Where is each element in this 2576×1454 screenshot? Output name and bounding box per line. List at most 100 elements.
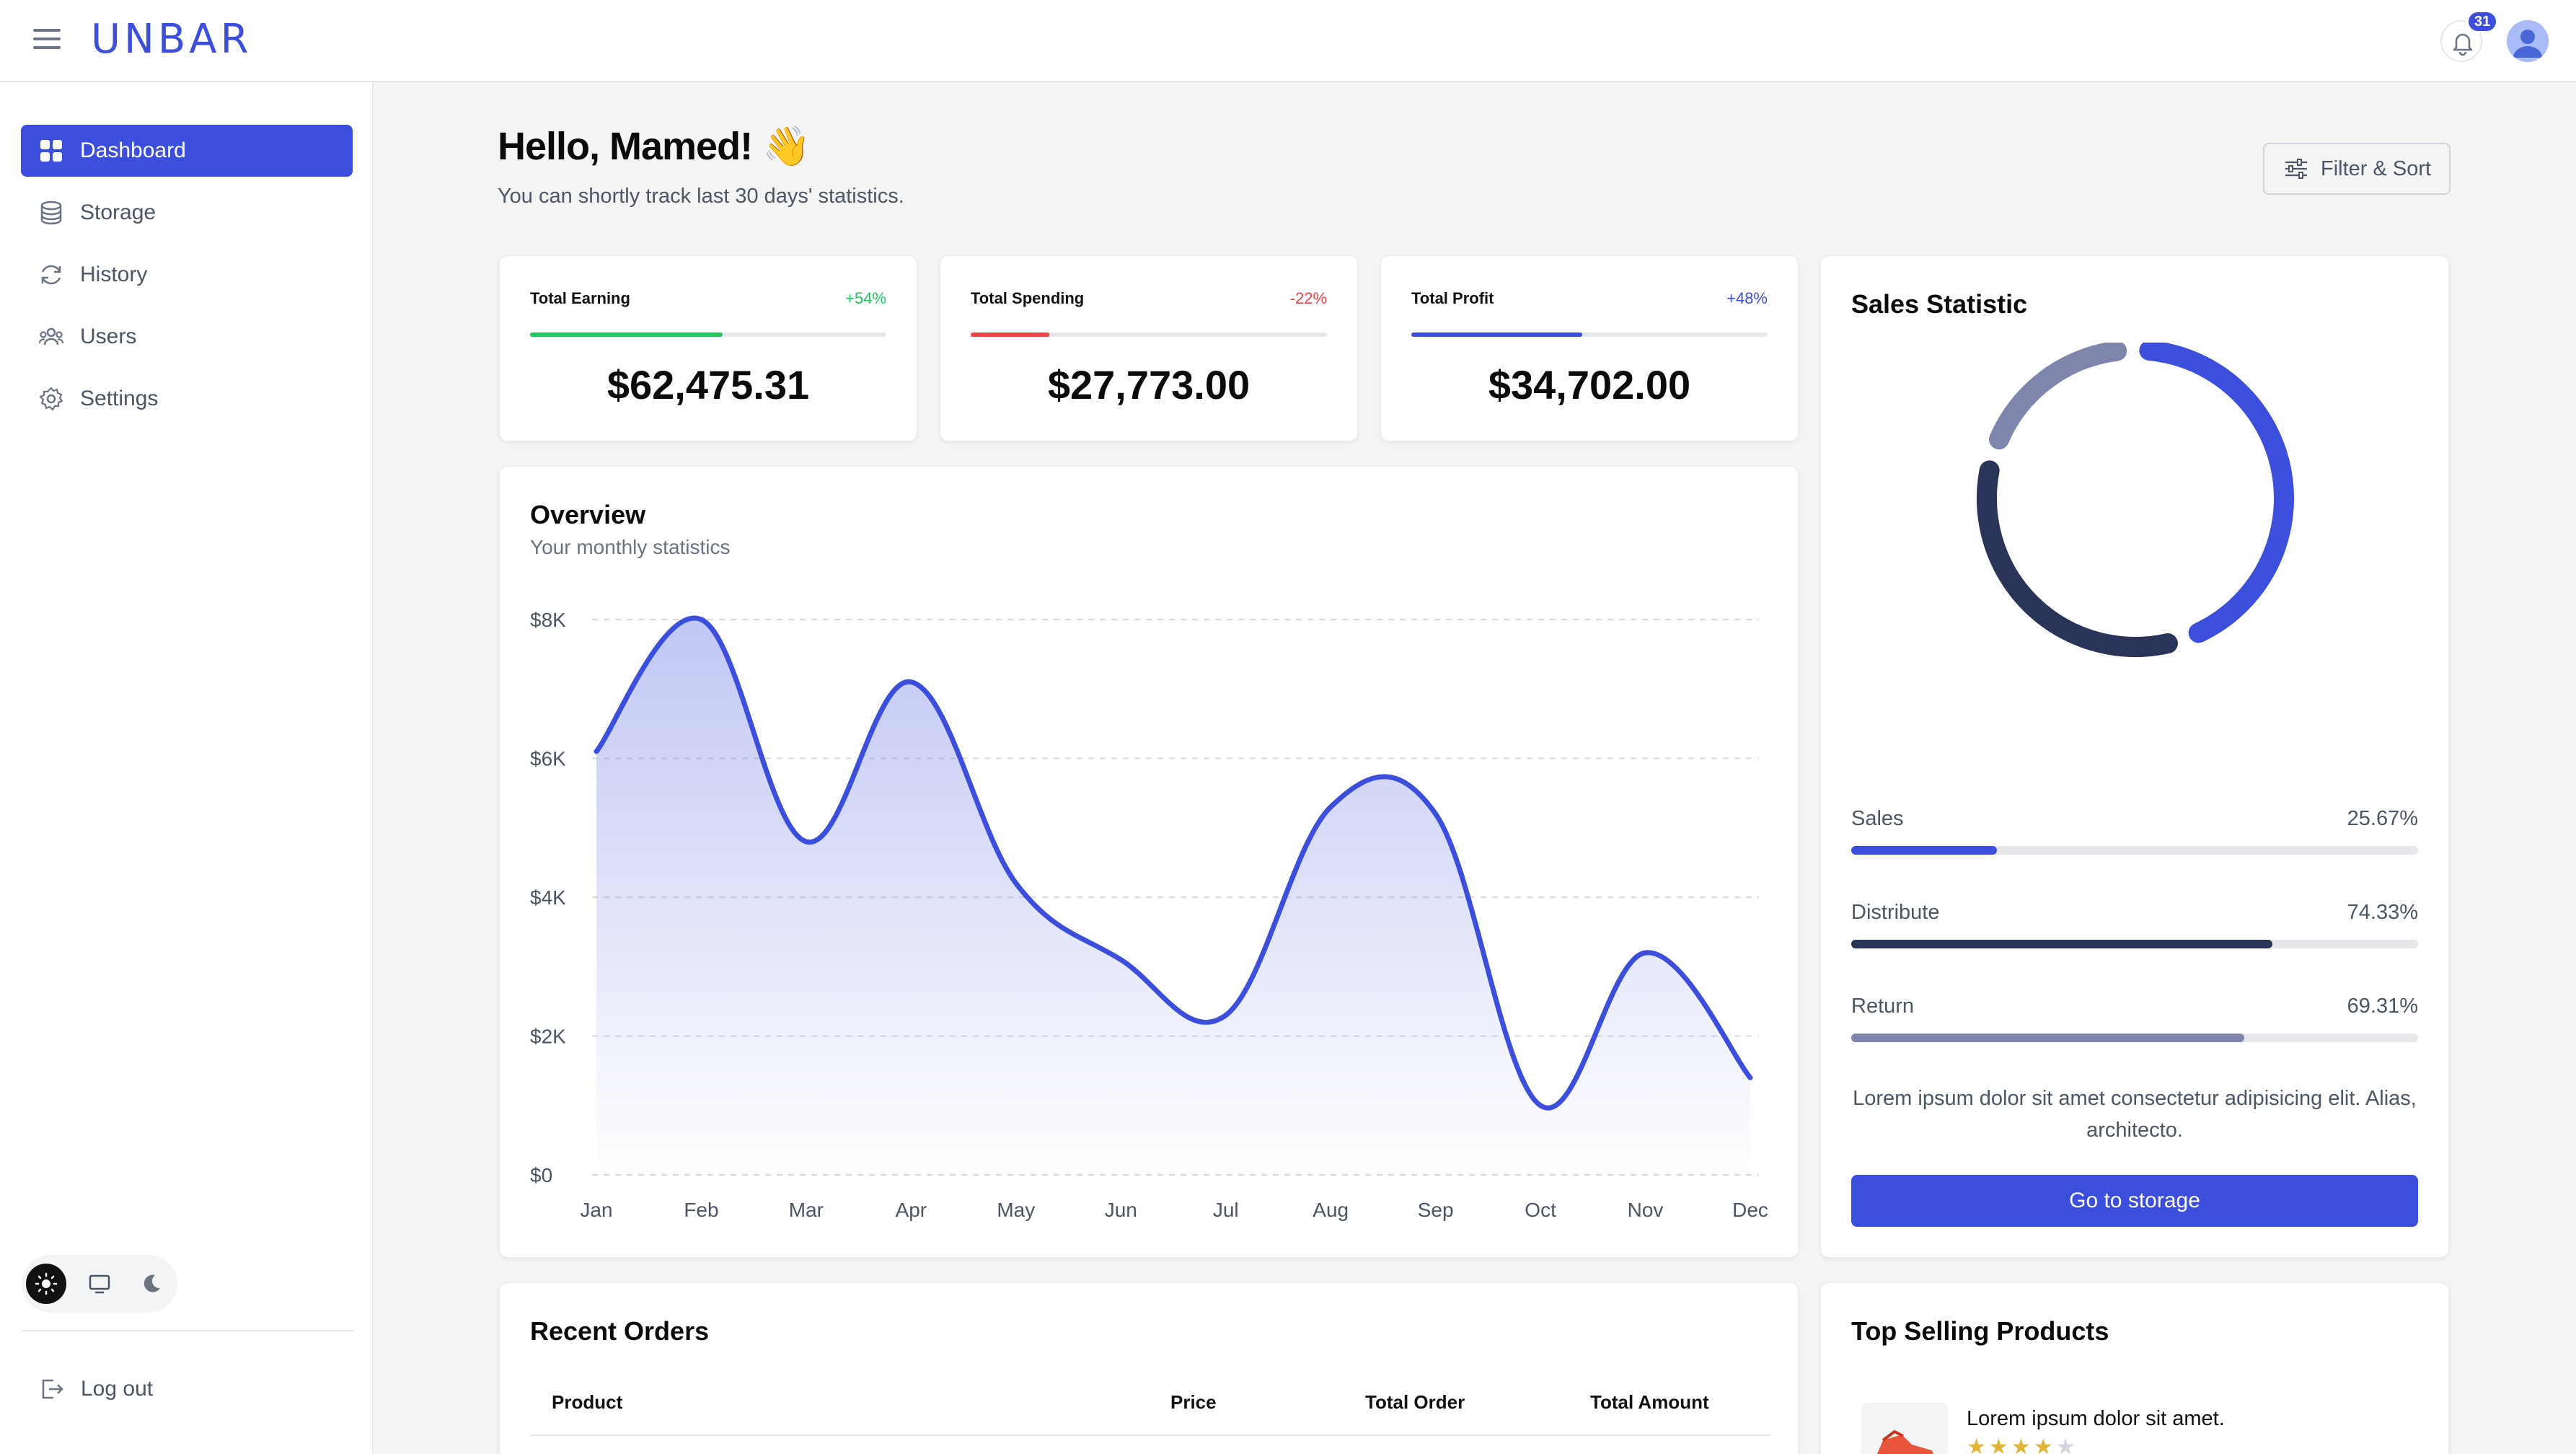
sidebar-item-users[interactable]: Users xyxy=(21,311,353,363)
legend-label: Sales xyxy=(1851,807,1904,830)
light-theme-button[interactable] xyxy=(26,1264,66,1304)
legend-value: 69.31% xyxy=(2347,995,2418,1018)
legend-progress-track xyxy=(1851,940,2418,948)
stat-card-spending: Total Spending -22% $27,773.00 xyxy=(940,255,1358,441)
star-icon: ★ xyxy=(2011,1435,2034,1454)
legend-progress-fill xyxy=(1851,846,1997,855)
star-icon: ★ xyxy=(1988,1435,2011,1454)
dark-theme-button[interactable] xyxy=(131,1264,172,1304)
donut-segment-0[interactable] xyxy=(2139,343,2294,643)
x-tick-label: Jul xyxy=(1213,1199,1239,1221)
sidebar-item-label: Users xyxy=(80,325,137,348)
go-to-storage-button[interactable]: Go to storage xyxy=(1851,1175,2418,1227)
legend-progress-track xyxy=(1851,1034,2418,1042)
stat-change: +48% xyxy=(1726,289,1768,307)
logout-button[interactable]: Log out xyxy=(38,1363,153,1415)
notifications-button[interactable]: 31 xyxy=(2440,10,2499,62)
filter-sort-button[interactable]: Filter & Sort xyxy=(2263,143,2451,195)
avatar[interactable] xyxy=(2507,20,2549,62)
monitor-icon xyxy=(89,1274,110,1294)
sales-statistic-title: Sales Statistic xyxy=(1851,289,2028,319)
column-header-product[interactable]: Product xyxy=(552,1391,623,1413)
donut-segment-1[interactable] xyxy=(1977,460,2178,657)
overview-subtitle: Your monthly statistics xyxy=(530,536,731,558)
x-tick-label: Oct xyxy=(1525,1199,1556,1221)
stat-card-earning: Total Earning +54% $62,475.31 xyxy=(499,255,917,441)
y-tick-label: $4K xyxy=(530,886,566,909)
star-empty-icon: ★ xyxy=(2055,1435,2078,1454)
database-icon xyxy=(40,201,62,225)
legend-progress-track xyxy=(1851,846,2418,855)
sales-description: Lorem ipsum dolor sit amet consectetur a… xyxy=(1853,1087,2417,1142)
x-tick-label: Jan xyxy=(580,1199,612,1221)
stat-title: Total Earning xyxy=(530,289,630,307)
product-thumbnail[interactable] xyxy=(1861,1403,1948,1454)
column-header-total-amount[interactable]: Total Amount xyxy=(1590,1391,1709,1413)
stat-progress-fill xyxy=(1411,332,1583,337)
sidebar-item-settings[interactable]: Settings xyxy=(21,373,353,425)
refresh-icon xyxy=(41,265,61,285)
sliders-icon xyxy=(2285,159,2307,179)
stat-progress-track xyxy=(971,332,1327,337)
legend-value: 74.33% xyxy=(2347,901,2418,924)
stat-value: $34,702.00 xyxy=(1488,362,1691,407)
sidebar-divider xyxy=(22,1330,353,1331)
x-tick-label: Jun xyxy=(1105,1199,1137,1221)
x-tick-label: Feb xyxy=(684,1199,718,1221)
x-tick-label: May xyxy=(997,1199,1035,1221)
moon-icon xyxy=(144,1274,160,1292)
filter-sort-label: Filter & Sort xyxy=(2321,157,2432,180)
app-logo[interactable]: UNBAR xyxy=(91,16,252,63)
user-avatar-icon xyxy=(2507,20,2549,62)
x-tick-label: Dec xyxy=(1732,1199,1768,1221)
theme-switcher xyxy=(22,1255,177,1313)
system-theme-button[interactable] xyxy=(79,1264,120,1304)
donut-segment-2[interactable] xyxy=(1988,343,2127,450)
legend-progress-fill xyxy=(1851,1034,2244,1042)
legend-label: Distribute xyxy=(1851,901,1940,924)
logout-label: Log out xyxy=(81,1377,154,1401)
x-tick-label: Aug xyxy=(1313,1199,1349,1221)
logout-icon xyxy=(42,1379,63,1399)
product-rating: ★★★★★ xyxy=(1967,1435,2078,1454)
stat-card-profit: Total Profit +48% $34,702.00 xyxy=(1380,255,1799,441)
legend-progress-fill xyxy=(1851,940,2273,948)
overview-title: Overview xyxy=(530,500,646,529)
y-tick-label: $8K xyxy=(530,609,566,631)
stat-progress-track xyxy=(1411,332,1768,337)
y-tick-label: $6K xyxy=(530,748,566,770)
notification-count-badge: 31 xyxy=(2466,10,2499,33)
y-tick-label: $2K xyxy=(530,1026,566,1048)
sidebar-item-label: Dashboard xyxy=(80,138,186,162)
hamburger-menu-icon[interactable] xyxy=(33,29,61,53)
x-tick-label: Mar xyxy=(789,1199,824,1221)
sales-donut-chart xyxy=(1977,343,2294,657)
sun-icon xyxy=(35,1272,58,1295)
page-title: Hello, Mamed! 👋 xyxy=(498,125,811,168)
bell-icon xyxy=(2453,33,2473,56)
column-header-price[interactable]: Price xyxy=(1170,1391,1217,1413)
stat-value: $27,773.00 xyxy=(1047,362,1250,407)
overview-chart: $0 $2K $4K $6K $8K Jan Feb Mar Apr May Jun Jul Aug S… xyxy=(530,609,1768,1221)
sidebar-item-label: Storage xyxy=(80,201,156,224)
series-line xyxy=(594,615,1753,1111)
stat-change: +54% xyxy=(845,289,886,307)
sidebar-item-history[interactable]: History xyxy=(21,249,353,301)
page-subtitle: You can shortly track last 30 days' stat… xyxy=(498,185,904,208)
product-name[interactable]: Lorem ipsum dolor sit amet. xyxy=(1967,1407,2225,1430)
sidebar-item-dashboard[interactable]: Dashboard xyxy=(21,125,353,177)
stat-title: Total Profit xyxy=(1411,289,1494,307)
x-tick-label: Apr xyxy=(896,1199,927,1221)
star-icon: ★ xyxy=(1967,1435,1989,1454)
top-selling-title: Top Selling Products xyxy=(1851,1316,2109,1346)
y-tick-label: $0 xyxy=(530,1164,552,1186)
top-bar: UNBAR 31 xyxy=(0,0,2576,82)
column-header-total-order[interactable]: Total Order xyxy=(1365,1391,1465,1413)
legend-value: 25.67% xyxy=(2347,807,2418,830)
x-tick-label: Nov xyxy=(1628,1199,1664,1221)
grid-icon xyxy=(40,140,62,162)
stat-progress-track xyxy=(530,332,886,337)
sidebar-item-storage[interactable]: Storage xyxy=(21,187,353,239)
sidebar-item-label: History xyxy=(80,263,148,286)
series-area xyxy=(596,617,1750,1175)
